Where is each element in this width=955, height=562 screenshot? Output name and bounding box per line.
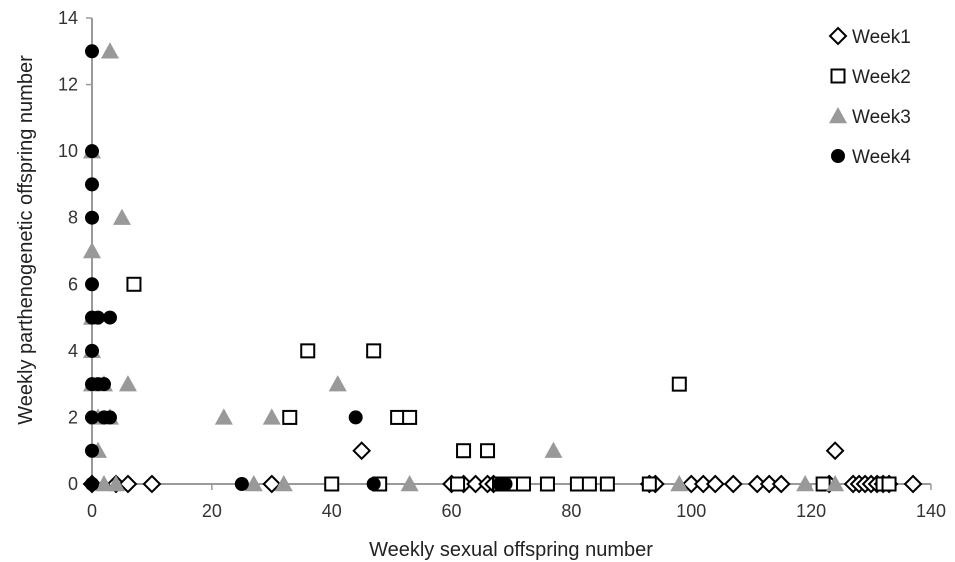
point-week4 — [85, 410, 99, 425]
point-week4 — [85, 144, 99, 159]
point-week2 — [480, 443, 496, 459]
point-week4 — [85, 177, 99, 192]
y-axis-title-group: Weekly parthenogenetic offspring number — [15, 55, 37, 425]
x-tick-label: 60 — [442, 501, 462, 521]
legend-marker-week3 — [829, 107, 847, 124]
point-week2 — [881, 476, 897, 492]
point-week2 — [515, 476, 531, 492]
point-week3 — [112, 208, 131, 225]
point-week2 — [581, 476, 597, 492]
y-tick-label: 8 — [68, 208, 78, 228]
point-week4 — [102, 410, 117, 425]
legend-marker-week1 — [828, 26, 848, 46]
point-week1 — [723, 474, 743, 494]
ticks-group: 0 20 40 60 80 100 120 140 0 2 4 6 8 10 12 14 — [58, 8, 946, 521]
point-week4 — [85, 210, 99, 225]
point-week3 — [262, 408, 281, 425]
point-week4 — [85, 343, 99, 358]
point-week4 — [102, 310, 117, 325]
point-week2 — [671, 376, 687, 392]
y-tick-label: 2 — [68, 407, 78, 427]
x-tick-label: 120 — [796, 501, 826, 521]
point-week2 — [539, 476, 555, 492]
point-week1 — [262, 474, 282, 494]
point-week3 — [328, 375, 347, 392]
point-week2 — [402, 409, 418, 425]
point-week3 — [826, 475, 845, 492]
point-week4 — [234, 477, 249, 491]
point-week3 — [106, 475, 125, 492]
legend-label-week3: Week3 — [852, 107, 911, 128]
point-week1 — [825, 441, 845, 461]
point-week2 — [450, 476, 466, 492]
point-week3 — [118, 375, 137, 392]
y-axis-title: Weekly parthenogenetic offspring number — [15, 55, 37, 425]
legend-item-week3: Week3 — [829, 107, 911, 128]
series-week3 — [83, 42, 845, 492]
x-tick-label: 80 — [561, 501, 581, 521]
point-week3 — [274, 475, 293, 492]
legend-item-week2: Week2 — [830, 67, 911, 88]
point-week3 — [670, 475, 689, 492]
legend: Week1 Week2 Week3 Week4 — [828, 26, 911, 168]
y-tick-label: 6 — [68, 274, 78, 294]
x-axis-title: Weekly sexual offspring number — [369, 539, 653, 561]
point-week2 — [599, 476, 615, 492]
point-week1 — [352, 441, 372, 461]
point-week4 — [85, 477, 99, 491]
point-week2 — [641, 476, 657, 492]
legend-label-week4: Week4 — [852, 147, 911, 168]
point-week2 — [324, 476, 340, 492]
x-tick-label: 0 — [87, 501, 97, 521]
point-week3 — [214, 408, 233, 425]
point-week2 — [300, 343, 316, 359]
y-tick-label: 0 — [68, 474, 78, 494]
series-week2 — [126, 276, 897, 492]
point-week2 — [456, 443, 472, 459]
point-week2 — [126, 276, 142, 292]
point-week4 — [90, 310, 105, 325]
point-week1 — [705, 474, 725, 494]
point-week1 — [771, 474, 791, 494]
y-tick-label: 4 — [68, 341, 78, 361]
point-week3 — [400, 475, 419, 492]
y-tick-label: 10 — [58, 141, 78, 161]
x-tick-label: 20 — [202, 501, 222, 521]
point-week1 — [118, 474, 138, 494]
point-week4 — [96, 377, 111, 392]
point-week3 — [83, 242, 101, 259]
legend-item-week1: Week1 — [828, 26, 911, 48]
point-week3 — [796, 475, 815, 492]
x-tick-label: 100 — [676, 501, 706, 521]
point-week3 — [100, 42, 119, 59]
point-week3 — [244, 475, 263, 492]
x-tick-label: 140 — [916, 501, 946, 521]
point-week2 — [366, 343, 382, 359]
y-tick-label: 12 — [58, 75, 78, 95]
point-week1 — [142, 474, 162, 494]
legend-marker-week2 — [830, 68, 846, 84]
legend-label-week2: Week2 — [852, 67, 911, 88]
point-week2 — [815, 476, 831, 492]
point-week4 — [498, 477, 513, 491]
point-week4 — [85, 44, 99, 59]
x-tick-label: 40 — [322, 501, 342, 521]
series-week4 — [85, 44, 513, 491]
point-week4 — [85, 443, 99, 458]
point-week4 — [85, 277, 99, 292]
legend-item-week4: Week4 — [831, 147, 911, 168]
point-week1 — [903, 474, 923, 494]
point-week4 — [348, 410, 363, 425]
point-week3 — [544, 441, 563, 458]
legend-marker-week4 — [831, 149, 845, 163]
y-tick-label: 14 — [58, 8, 78, 28]
legend-label-week1: Week1 — [852, 27, 911, 48]
point-week3 — [94, 475, 113, 492]
data-marks-group — [82, 42, 923, 494]
point-week4 — [366, 477, 381, 491]
point-week2 — [282, 409, 298, 425]
